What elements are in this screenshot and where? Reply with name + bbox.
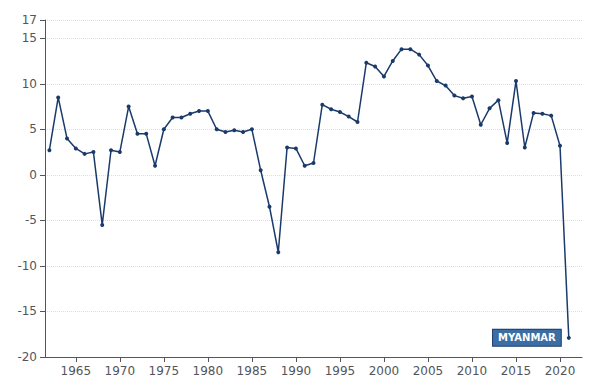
svg-text:2020: 2020: [545, 364, 576, 378]
svg-text:-5: -5: [25, 213, 37, 227]
svg-text:2010: 2010: [457, 364, 488, 378]
svg-text:0: 0: [29, 168, 37, 182]
svg-text:15: 15: [22, 31, 37, 45]
svg-text:1995: 1995: [325, 364, 356, 378]
svg-text:10: 10: [22, 77, 37, 91]
svg-text:-10: -10: [17, 259, 37, 273]
svg-text:1970: 1970: [105, 364, 136, 378]
svg-text:2015: 2015: [501, 364, 532, 378]
svg-text:MYANMAR: MYANMAR: [498, 332, 556, 343]
svg-text:1985: 1985: [237, 364, 268, 378]
svg-text:-20: -20: [17, 350, 37, 364]
svg-text:1990: 1990: [281, 364, 312, 378]
svg-text:1965: 1965: [61, 364, 92, 378]
svg-text:5: 5: [29, 122, 37, 136]
svg-text:-15: -15: [17, 304, 37, 318]
svg-text:2005: 2005: [413, 364, 444, 378]
svg-text:1975: 1975: [149, 364, 180, 378]
svg-text:17: 17: [22, 13, 37, 27]
svg-text:2000: 2000: [369, 364, 400, 378]
svg-text:1980: 1980: [193, 364, 224, 378]
